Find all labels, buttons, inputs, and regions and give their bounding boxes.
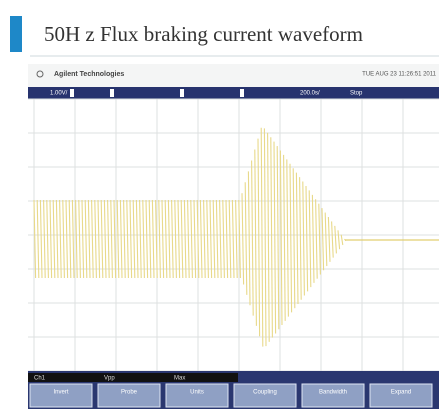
title: 50H z Flux braking current waveform: [44, 22, 363, 46]
readout-label: Max: [174, 376, 185, 382]
status-block: [180, 89, 184, 97]
screenshot: 50H z Flux braking current waveform Agil…: [0, 0, 439, 409]
brand: Agilent Technologies: [54, 71, 124, 78]
softkey-label: Probe: [121, 390, 138, 396]
readout-label: Ch1: [34, 376, 46, 382]
softkey-label: Invert: [53, 390, 68, 396]
status-block: [240, 89, 244, 97]
softkey-label: Bandwidth: [319, 390, 347, 396]
softkey-label: Coupling: [253, 390, 277, 396]
title-marker: [10, 16, 22, 52]
timestamp: TUE AUG 23 11:26:51 2011: [362, 72, 436, 78]
status-label: Stop: [350, 91, 363, 97]
status-label: 200.0s/: [300, 91, 320, 97]
status-block: [70, 89, 74, 97]
status-label: 1.00V/: [50, 91, 68, 97]
readout: [28, 373, 238, 382]
status-bar: [28, 87, 439, 99]
softkey-label: Units: [190, 390, 204, 396]
status-block: [110, 89, 114, 97]
readout-label: Vpp: [104, 376, 115, 382]
softkey-label: Expand: [391, 390, 411, 396]
